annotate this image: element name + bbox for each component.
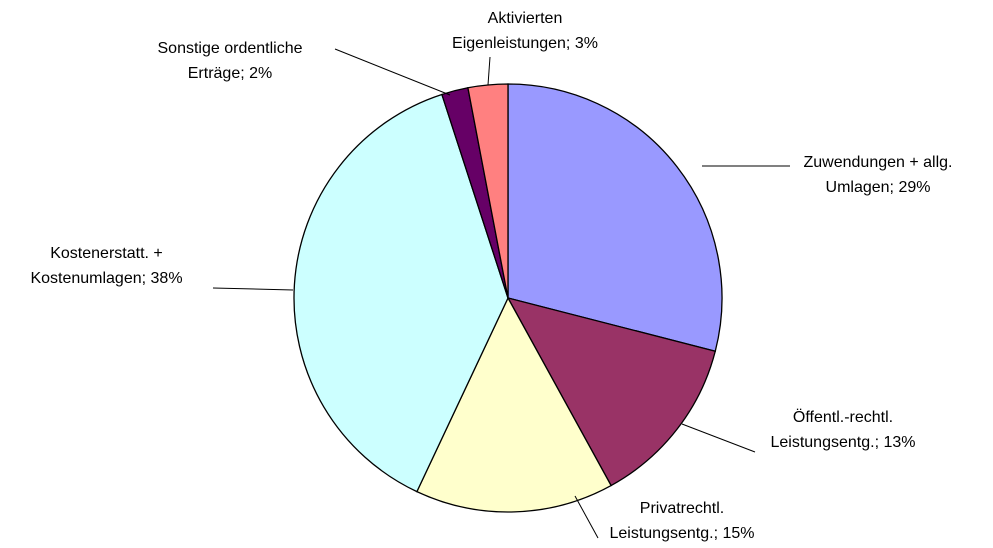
leader-line <box>212 287 294 291</box>
category-label: Privatrechtl. Leistungsentg.; <box>609 500 725 542</box>
slice-label: Kostenerstatt. + Kostenumlagen; 38% <box>4 241 209 291</box>
category-label: Sonstige ordentliche Erträge; <box>157 40 303 82</box>
category-label: Aktivierten Eigenleistungen; <box>452 10 571 52</box>
slice-label: Sonstige ordentliche Erträge; 2% <box>130 36 330 86</box>
value-label: 38% <box>150 270 183 287</box>
category-label: Kostenerstatt. + Kostenumlagen; <box>30 245 163 287</box>
pie-slice <box>506 296 717 487</box>
pie-slice <box>507 83 723 353</box>
leader-line <box>681 423 756 453</box>
pie-slice <box>416 296 612 513</box>
leader-line <box>334 48 451 96</box>
slice-label: Aktivierten Eigenleistungen; 3% <box>440 6 610 56</box>
leader-line <box>574 495 599 539</box>
slice-label: Privatrechtl. Leistungsentg.; 15% <box>592 496 772 546</box>
value-label: 15% <box>722 525 755 542</box>
slice-label: Zuwendungen + allg. Umlagen; 29% <box>790 150 966 200</box>
pie-slice <box>293 93 509 493</box>
leader-line <box>487 56 491 86</box>
value-label: 2% <box>249 65 273 82</box>
value-label: 29% <box>898 179 931 196</box>
value-label: 13% <box>883 434 916 451</box>
slice-label: Öffentl.-rechtl. Leistungsentg.; 13% <box>755 405 931 455</box>
category-label: Zuwendungen + allg. Umlagen; <box>803 154 953 196</box>
value-label: 3% <box>574 35 598 52</box>
category-label: Öffentl.-rechtl. Leistungsentg.; <box>770 409 894 451</box>
